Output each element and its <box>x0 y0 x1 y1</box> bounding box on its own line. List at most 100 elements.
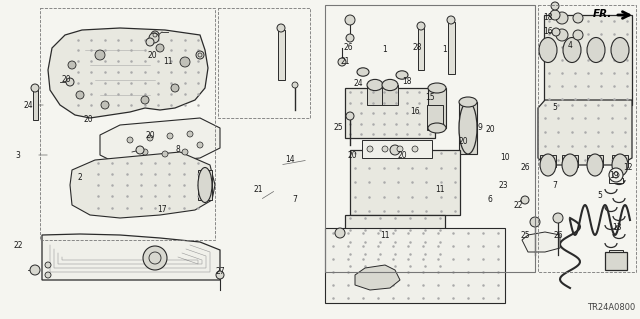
Circle shape <box>556 29 568 41</box>
Circle shape <box>30 265 40 275</box>
Text: 11: 11 <box>380 231 390 240</box>
Bar <box>367 85 383 105</box>
Ellipse shape <box>459 102 477 154</box>
Text: 20: 20 <box>83 115 93 124</box>
Ellipse shape <box>428 83 446 93</box>
Text: 25: 25 <box>520 231 530 240</box>
Text: 5: 5 <box>598 190 602 199</box>
Bar <box>345 215 445 270</box>
Text: 26: 26 <box>520 164 530 173</box>
Text: 16: 16 <box>410 108 420 116</box>
Text: 9: 9 <box>477 123 483 132</box>
Text: 7: 7 <box>552 181 557 189</box>
Text: 4: 4 <box>568 41 572 49</box>
Bar <box>198 170 212 200</box>
Circle shape <box>390 145 400 155</box>
Polygon shape <box>70 152 215 218</box>
Circle shape <box>68 61 76 69</box>
Polygon shape <box>48 28 208 118</box>
Circle shape <box>143 246 167 270</box>
Circle shape <box>573 30 583 40</box>
Bar <box>538 5 636 272</box>
Bar <box>605 252 627 270</box>
Bar <box>540 155 556 167</box>
Text: 20: 20 <box>147 50 157 60</box>
Ellipse shape <box>459 97 477 107</box>
Circle shape <box>45 272 51 278</box>
Circle shape <box>142 149 148 155</box>
Circle shape <box>147 135 153 141</box>
Bar <box>278 30 285 80</box>
Bar <box>362 140 432 158</box>
Bar <box>325 228 505 303</box>
Circle shape <box>141 96 149 104</box>
Circle shape <box>66 78 74 86</box>
Polygon shape <box>355 265 400 290</box>
Circle shape <box>151 31 159 39</box>
Circle shape <box>346 112 354 120</box>
Circle shape <box>187 131 193 137</box>
Text: 21: 21 <box>340 57 349 66</box>
Ellipse shape <box>587 154 603 176</box>
Bar <box>325 5 535 272</box>
Circle shape <box>551 2 559 10</box>
Circle shape <box>76 91 84 99</box>
Bar <box>544 15 632 105</box>
Circle shape <box>573 13 583 23</box>
Text: 17: 17 <box>157 205 167 214</box>
Ellipse shape <box>382 79 398 91</box>
Ellipse shape <box>612 154 628 176</box>
Circle shape <box>552 28 560 36</box>
Circle shape <box>136 146 144 154</box>
Text: 27: 27 <box>215 268 225 277</box>
Polygon shape <box>522 232 560 252</box>
Circle shape <box>335 228 345 238</box>
Ellipse shape <box>611 38 629 63</box>
Text: 24: 24 <box>23 100 33 109</box>
Text: 16: 16 <box>543 27 553 36</box>
Bar <box>382 85 398 105</box>
Text: 22: 22 <box>513 201 523 210</box>
Bar <box>562 155 578 167</box>
Ellipse shape <box>562 154 578 176</box>
Text: 20: 20 <box>61 76 71 85</box>
Text: 8: 8 <box>175 145 180 154</box>
Bar <box>612 155 628 167</box>
Polygon shape <box>538 100 632 165</box>
Text: 24: 24 <box>353 78 363 87</box>
Circle shape <box>167 133 173 139</box>
Circle shape <box>609 168 623 182</box>
Bar <box>418 28 424 70</box>
Circle shape <box>521 196 529 204</box>
Bar <box>587 155 603 167</box>
Text: 21: 21 <box>253 186 263 195</box>
Text: 22: 22 <box>13 241 23 249</box>
Circle shape <box>156 44 164 52</box>
Circle shape <box>367 146 373 152</box>
Circle shape <box>382 146 388 152</box>
Circle shape <box>101 101 109 109</box>
Bar <box>428 88 446 128</box>
Circle shape <box>149 33 159 43</box>
Text: 20: 20 <box>397 151 407 160</box>
Text: 26: 26 <box>553 231 563 240</box>
Bar <box>33 90 38 120</box>
Text: 7: 7 <box>292 196 298 204</box>
Ellipse shape <box>428 123 446 133</box>
Circle shape <box>338 58 346 66</box>
Circle shape <box>127 137 133 143</box>
Bar <box>40 8 215 240</box>
Text: 1: 1 <box>383 46 387 55</box>
Text: 18: 18 <box>403 78 412 86</box>
Bar <box>609 250 623 255</box>
Circle shape <box>345 15 355 25</box>
Circle shape <box>180 57 190 67</box>
Circle shape <box>146 38 154 46</box>
Text: 15: 15 <box>425 93 435 101</box>
Bar <box>350 150 460 215</box>
Text: 25: 25 <box>333 123 343 132</box>
Polygon shape <box>100 118 220 165</box>
Ellipse shape <box>198 167 212 203</box>
Text: 20: 20 <box>485 125 495 135</box>
Circle shape <box>550 10 560 20</box>
